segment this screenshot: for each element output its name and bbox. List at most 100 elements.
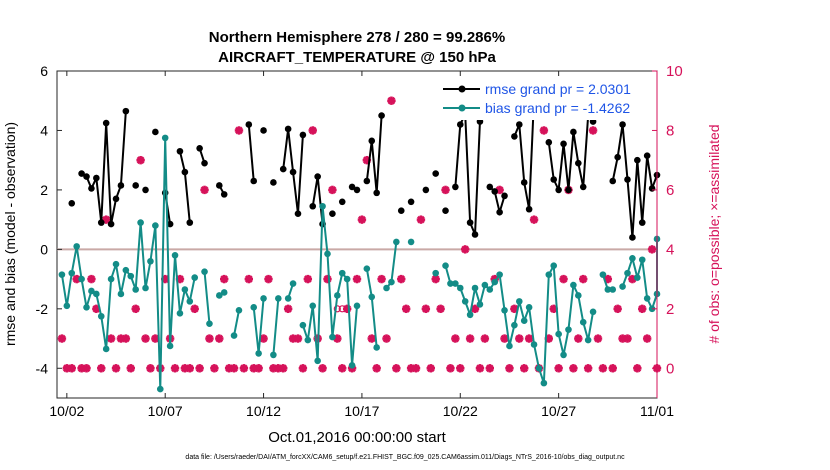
- x-tick-label: 11/01: [640, 403, 674, 419]
- obs-marker-stroke: [57, 334, 66, 343]
- bias-point: [334, 292, 341, 299]
- y-axis-left-label: rmse and bias (model - observation): [2, 122, 18, 346]
- obs-assimilated-marker: [451, 334, 460, 343]
- obs-assimilated-marker: [57, 334, 67, 343]
- obs-assimilated-marker: [554, 364, 563, 373]
- bias-point: [363, 265, 371, 272]
- obs-marker-stroke: [67, 364, 76, 373]
- obs-marker-stroke: [387, 96, 396, 105]
- obs-marker-stroke: [72, 275, 81, 284]
- obs-assimilated-marker: [323, 274, 332, 284]
- obs-marker-stroke: [510, 304, 519, 313]
- rmse-point: [117, 182, 125, 189]
- rmse-point: [550, 176, 558, 183]
- obs-assimilated-marker: [121, 334, 131, 343]
- legend-rmse-marker: [458, 85, 466, 93]
- obs-marker-stroke: [215, 334, 224, 343]
- bias-point: [619, 283, 626, 290]
- obs-marker-stroke: [446, 364, 455, 373]
- bias-point: [432, 269, 439, 277]
- obs-assimilated-marker: [583, 364, 593, 373]
- bias-point: [535, 364, 543, 372]
- obs-assimilated-marker: [377, 274, 386, 284]
- obs-assimilated-marker: [131, 304, 140, 314]
- bias-point: [78, 275, 85, 283]
- obs-assimilated-marker: [480, 334, 490, 343]
- obs-marker-stroke: [598, 364, 607, 373]
- bias-point: [491, 278, 499, 286]
- bias-point: [220, 289, 228, 296]
- obs-assimilated-marker: [126, 364, 135, 373]
- obs-assimilated-marker: [254, 364, 263, 373]
- bias-point: [353, 302, 361, 310]
- bias-point: [442, 262, 449, 270]
- rmse-point: [78, 170, 85, 177]
- obs-marker-stroke: [87, 275, 96, 284]
- bias-point: [638, 256, 646, 264]
- obs-assimilated-marker: [633, 364, 642, 373]
- bias-point: [284, 295, 292, 302]
- obs-marker-stroke: [643, 334, 652, 343]
- obs-assimilated-marker: [401, 304, 411, 314]
- rmse-point: [68, 199, 76, 207]
- obs-marker-stroke: [569, 364, 578, 373]
- rmse-point: [93, 174, 100, 182]
- y-left-tick-label: 0: [40, 241, 48, 257]
- obs-marker-stroke: [294, 334, 302, 343]
- bias-point: [481, 281, 489, 289]
- bias-point: [289, 280, 297, 287]
- bias-point: [299, 321, 307, 329]
- obs-assimilated-marker: [328, 185, 337, 195]
- obs-marker-stroke: [436, 304, 445, 313]
- obs-marker-stroke: [230, 364, 238, 373]
- obs-marker-stroke: [235, 126, 243, 135]
- obs-marker-stroke: [441, 185, 450, 194]
- bias-point: [88, 287, 95, 295]
- obs-marker-stroke: [613, 304, 622, 313]
- rmse-point: [88, 185, 95, 192]
- bias-point: [589, 308, 597, 316]
- legend: rmse grand pr = 2.0301 bias grand pr = -…: [438, 78, 654, 120]
- bias-point: [132, 286, 139, 293]
- obs-marker-stroke: [417, 215, 425, 224]
- bias-point: [466, 311, 474, 319]
- rmse-point: [579, 183, 587, 191]
- obs-assimilated-marker: [229, 364, 239, 373]
- obs-marker-stroke: [589, 126, 597, 135]
- obs-marker-stroke: [608, 364, 617, 373]
- rmse-point: [614, 153, 621, 161]
- y-left-tick-label: 4: [40, 122, 48, 138]
- obs-marker-stroke: [480, 334, 489, 343]
- obs-marker-stroke: [205, 334, 214, 343]
- obs-marker-stroke: [97, 364, 106, 373]
- bias-point: [343, 275, 351, 283]
- obs-marker-stroke: [485, 364, 494, 373]
- y-left-tick-label: -4: [36, 360, 49, 376]
- rmse-point: [363, 177, 371, 185]
- rmse-point: [575, 159, 582, 167]
- bias-point: [304, 336, 312, 344]
- rmse-point: [609, 177, 617, 185]
- obs-marker-stroke: [357, 215, 366, 224]
- bias-point: [176, 309, 184, 317]
- rmse-point: [348, 183, 356, 191]
- obs-assimilated-marker: [608, 364, 617, 373]
- obs-marker-stroke: [254, 364, 263, 373]
- obs-possible-marker: [338, 305, 346, 313]
- obs-assimilated-marker: [515, 334, 524, 343]
- bias-point: [260, 295, 267, 302]
- bias-point: [161, 134, 169, 142]
- obs-possible-marker: [333, 305, 341, 313]
- bias-point: [506, 342, 513, 350]
- obs-assimilated-marker: [283, 304, 293, 314]
- obs-marker-stroke: [333, 334, 342, 343]
- obs-assimilated-marker: [446, 364, 455, 373]
- rmse-point: [570, 128, 577, 136]
- bias-point: [117, 290, 125, 298]
- obs-assimilated-marker: [387, 96, 396, 105]
- obs-marker-stroke: [431, 275, 440, 284]
- obs-assimilated-marker: [67, 364, 76, 373]
- bias-point: [319, 202, 326, 210]
- obs-assimilated-marker: [460, 245, 470, 254]
- bias-point: [515, 298, 523, 305]
